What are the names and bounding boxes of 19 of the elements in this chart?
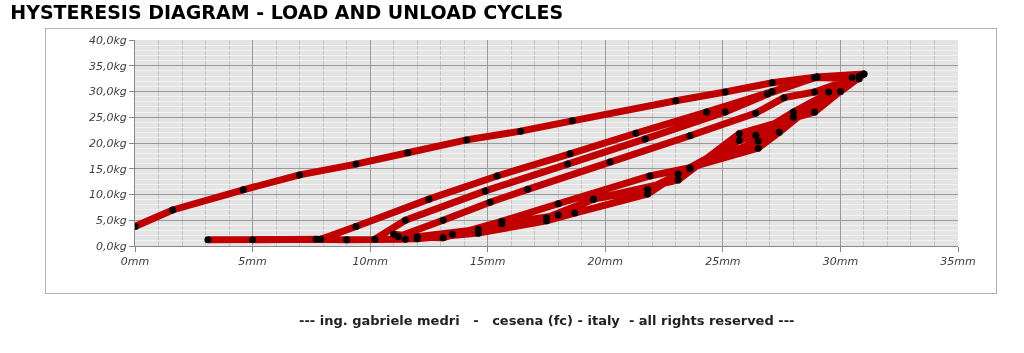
x-tick-label: 5mm (238, 255, 267, 269)
x-tick-label: 30mm (822, 255, 859, 269)
y-tick-label: 40,0kg (88, 33, 127, 47)
y-tick-label: 20,0kg (88, 136, 127, 150)
text: --- ing. gabriele medri - cesena (fc) - italy - all rights reserved --- (299, 313, 795, 328)
x-tick-label: 15mm (469, 255, 506, 269)
y-tick-label: 10,0kg (88, 188, 127, 202)
chart-title: HYSTERESIS DIAGRAM - LOAD AND UNLOAD CYCLES (10, 0, 564, 23)
x-tick-label: 20mm (587, 255, 624, 269)
x-tick-label: 10mm (352, 255, 388, 269)
x-tick-label: 35mm (940, 255, 976, 269)
y-tick-label: 5,0kg (95, 214, 127, 228)
x-tick-label: 25mm (705, 255, 741, 269)
x-tick-label: 0mm (120, 255, 150, 269)
y-tick-label: 35,0kg (88, 59, 127, 73)
y-tick-label: 30,0kg (88, 85, 127, 99)
y-tick-label: 0,0kg (95, 239, 127, 253)
y-tick-label: 25,0kg (88, 111, 127, 125)
y-tick-label: 15,0kg (88, 162, 127, 176)
